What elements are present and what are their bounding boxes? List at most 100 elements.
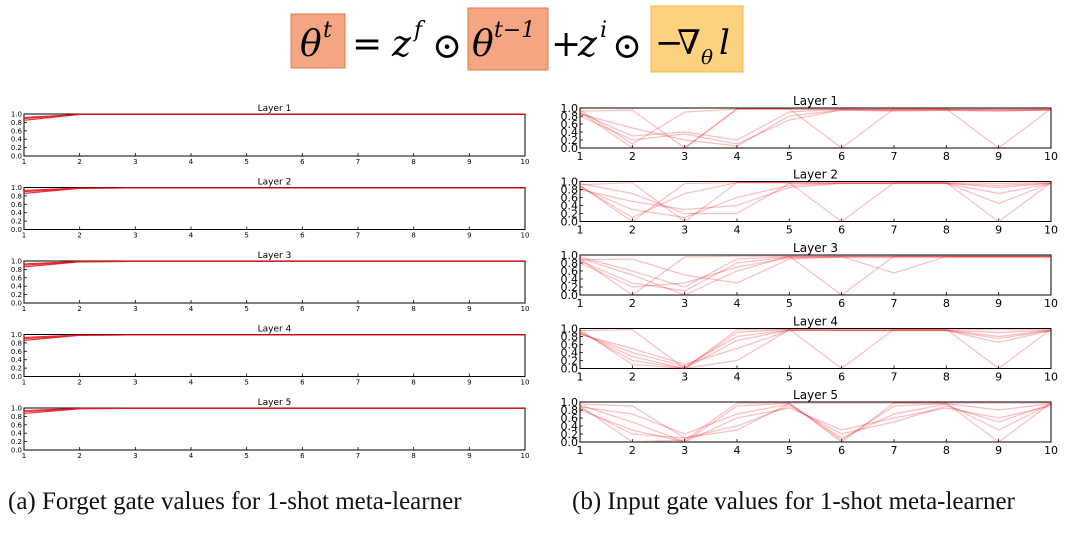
- y-tick-label: 1.0: [561, 322, 579, 335]
- series-line-1: [24, 260, 525, 268]
- x-tick-label: 8: [411, 452, 415, 460]
- x-tick-label: 5: [244, 305, 248, 313]
- series-line-4: [580, 256, 1051, 284]
- y-tick-label: 1.0: [561, 249, 579, 262]
- series-line-2: [580, 108, 1051, 149]
- x-tick-label: 5: [244, 232, 248, 240]
- x-tick-label: 5: [786, 297, 793, 310]
- x-tick-label: 2: [629, 224, 636, 237]
- x-tick-label: 3: [681, 371, 688, 384]
- x-tick-label: 3: [681, 297, 688, 310]
- y-tick-label: 0.0: [561, 142, 579, 155]
- x-tick-label: 9: [467, 158, 471, 166]
- formula-equals: =: [352, 24, 382, 65]
- x-tick-label: 2: [629, 444, 636, 457]
- subplot-a-layer-3: Layer 3 1 2 3 4 5 6 7 8 9 10 0.00.20.40.60.81.0: [11, 251, 530, 313]
- series-line-2: [580, 182, 1051, 223]
- x-tick-label: 9: [467, 379, 471, 387]
- x-tick-label: 9: [467, 452, 471, 460]
- x-tick-label: 5: [786, 150, 793, 163]
- forget-gate-panel: Layer 11 2 3 4 5 6 7 8 9 100.00.20.40.60.81.0Laye…: [11, 104, 530, 460]
- subplot-b-layer-5: Layer 5 1 2 3 4 5 6 7 8 9 10 0.00.20.40.60.81.0: [561, 388, 1059, 457]
- x-tick-label: 1: [577, 224, 584, 237]
- y-tick-label: 0.8: [561, 183, 579, 196]
- plot-frame: [23, 334, 526, 377]
- x-tick-label: 8: [411, 158, 415, 166]
- subplot-a-layer-5: Layer 5 1 2 3 4 5 6 7 8 9 10 0.00.20.40.60.81.0: [11, 398, 530, 460]
- x-tick-label: 3: [133, 232, 137, 240]
- x-tick-label: 6: [838, 371, 845, 384]
- y-tick-label: 0.8: [561, 110, 579, 123]
- y-tick-label: 0.4: [561, 126, 579, 139]
- x-tick-label: 9: [995, 444, 1002, 457]
- y-tick-label: 0.2: [561, 207, 579, 220]
- x-tick-label: 4: [189, 452, 194, 460]
- formula-z-input: z: [577, 24, 598, 65]
- subplot-title: Layer 5: [258, 398, 292, 408]
- y-tick-label: 0.6: [561, 118, 579, 131]
- y-tick-label: 0.4: [11, 283, 23, 291]
- series-line-3: [24, 407, 525, 412]
- y-tick-label: 1.0: [11, 110, 22, 118]
- series-line-2: [24, 334, 525, 340]
- series-line-2: [580, 402, 1051, 443]
- y-tick-label: 0.8: [561, 257, 579, 270]
- plot-frame: [579, 107, 1052, 149]
- series-line-1: [580, 328, 1051, 370]
- formula-odot-2: ⊙: [612, 26, 642, 67]
- y-tick-label: 0.0: [11, 446, 22, 454]
- y-tick-label: 0.2: [11, 218, 22, 226]
- y-tick-label: 0.0: [561, 289, 579, 302]
- series-line-5: [580, 329, 1051, 370]
- x-tick-label: 5: [786, 444, 793, 457]
- input-gate-panel: Layer 11 2 3 4 5 6 7 8 9 100.00.20.40.60.81.0Laye…: [561, 96, 1059, 457]
- subplot-title: Layer 2: [258, 178, 292, 188]
- series-line-2: [24, 260, 525, 266]
- series-line-3: [24, 260, 525, 265]
- plot-frame: [579, 181, 1052, 222]
- subplot-b-layer-4: Layer 4 1 2 3 4 5 6 7 8 9 10 0.00.20.40.60.81.0: [561, 315, 1059, 384]
- x-tick-label: 1: [22, 158, 26, 166]
- y-tick-label: 0.0: [11, 152, 22, 160]
- y-tick-label: 0.8: [11, 413, 22, 421]
- plot-frame: [23, 260, 526, 304]
- y-tick-label: 0.6: [561, 265, 579, 278]
- y-tick-label: 1.0: [561, 102, 579, 115]
- y-tick-label: 0.4: [11, 209, 23, 217]
- y-tick-label: 0.0: [561, 362, 579, 375]
- y-tick-label: 0.2: [561, 281, 579, 294]
- series-line-3: [580, 108, 1051, 141]
- x-tick-label: 7: [891, 150, 898, 163]
- x-tick-label: 1: [577, 371, 584, 384]
- x-tick-label: 2: [629, 371, 636, 384]
- y-tick-label: 0.6: [11, 421, 23, 429]
- formula-z-forget: z: [391, 24, 412, 65]
- y-tick-label: 0.6: [561, 338, 579, 351]
- x-tick-label: 9: [467, 305, 471, 313]
- update-formula: θ t = z f ⊙ θ t−1 + z i ⊙ − ∇ θ l: [290, 5, 744, 73]
- x-tick-label: 2: [629, 150, 636, 163]
- x-tick-label: 4: [734, 150, 741, 163]
- series-line-3: [580, 255, 1051, 292]
- formula-nabla-sub: θ: [701, 45, 713, 69]
- series-line-4: [580, 403, 1051, 439]
- y-tick-label: 0.6: [561, 412, 579, 425]
- x-tick-label: 1: [577, 444, 584, 457]
- formula-nabla: ∇: [677, 23, 701, 63]
- formula-theta-prev: θ: [472, 24, 494, 65]
- x-tick-label: 7: [891, 297, 898, 310]
- x-tick-label: 6: [838, 150, 845, 163]
- subplot-title: Layer 1: [793, 96, 838, 108]
- series-line-2: [24, 187, 525, 193]
- series-line-4: [580, 109, 1051, 147]
- series-line-3: [580, 182, 1051, 219]
- subplot-title: Layer 1: [258, 104, 292, 114]
- formula-theta-t: θ: [300, 24, 322, 65]
- series-line-1: [24, 407, 525, 415]
- x-tick-label: 7: [356, 158, 360, 166]
- x-tick-label: 6: [838, 444, 845, 457]
- caption-input-gate: (b) Input gate values for 1-shot meta-le…: [572, 488, 1015, 515]
- x-tick-label: 4: [734, 444, 741, 457]
- y-tick-label: 0.6: [11, 127, 23, 135]
- x-tick-label: 6: [300, 379, 305, 387]
